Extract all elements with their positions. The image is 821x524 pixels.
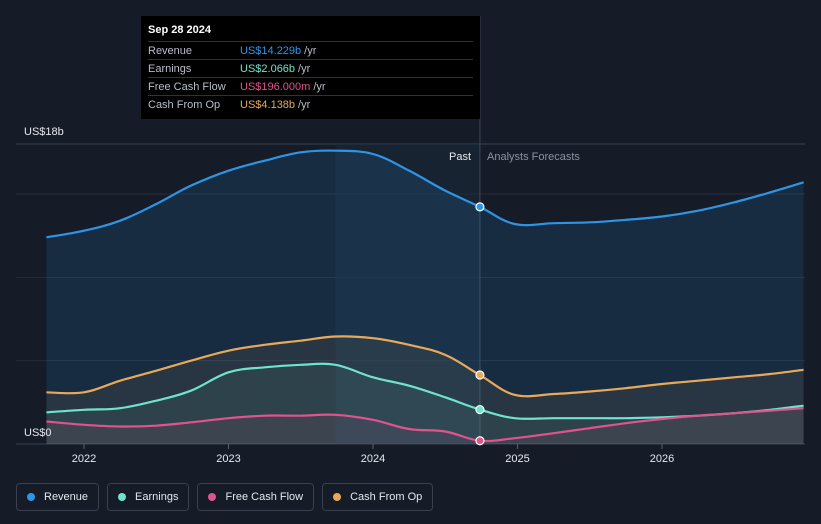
tooltip-value: US$4.138b xyxy=(240,98,296,111)
legend-item-revenue[interactable]: Revenue xyxy=(16,483,100,511)
legend-item-earnings[interactable]: Earnings xyxy=(107,483,190,511)
cash-from-op-marker xyxy=(475,370,485,380)
free-cash-flow-marker xyxy=(475,436,485,446)
legend-label: Revenue xyxy=(44,491,89,503)
revenue-line xyxy=(46,149,804,239)
tooltip-value: US$196.000m xyxy=(240,80,311,93)
tooltip-row-earnings: Earnings US$2.066b /yr xyxy=(148,59,473,77)
tooltip-row-cash-from-op: Cash From Op US$4.138b /yr xyxy=(148,95,473,113)
free-cash-flow-area xyxy=(46,408,804,444)
earnings-marker xyxy=(475,404,485,415)
tooltip-unit: /yr xyxy=(313,80,326,93)
revenue-marker xyxy=(475,202,485,212)
forecast-label: Analysts Forecasts xyxy=(487,151,580,163)
tooltip-unit: /yr xyxy=(298,62,311,75)
chart-legend: Revenue Earnings Free Cash Flow Cash Fro… xyxy=(16,483,434,511)
revenue-dot-icon xyxy=(27,493,35,501)
tooltip-label: Revenue xyxy=(148,44,193,57)
tooltip-label: Earnings xyxy=(148,62,192,75)
cash-from-op-line xyxy=(46,335,804,398)
series-lines xyxy=(46,149,804,443)
x-tick-label: 2025 xyxy=(505,453,529,465)
y-tick-label-min: US$0 xyxy=(24,427,52,439)
axes: US$18b US$0 Past Analysts Forecasts xyxy=(24,126,580,439)
tooltip-row-revenue: Revenue US$14.229b /yr xyxy=(148,41,473,59)
tooltip-unit: /yr xyxy=(304,44,317,57)
tooltip-date: Sep 28 2024 xyxy=(148,24,211,36)
chart-regions xyxy=(335,16,481,444)
tooltip-value: US$2.066b xyxy=(240,62,296,75)
x-tick-label: 2026 xyxy=(650,453,674,465)
legend-label: Cash From Op xyxy=(350,491,423,503)
earnings-dot-icon xyxy=(118,493,127,501)
tooltip-unit: /yr xyxy=(298,98,311,111)
free-cash-flow-line xyxy=(46,407,804,443)
tooltip-label: Cash From Op xyxy=(148,98,221,111)
free-cash-flow-dot-icon xyxy=(208,493,217,501)
x-tick-label: 2024 xyxy=(361,453,385,465)
past-label: Past xyxy=(449,151,471,163)
legend-label: Free Cash Flow xyxy=(225,491,304,503)
legend-item-free-cash-flow[interactable]: Free Cash Flow xyxy=(197,483,315,511)
chart-canvas: US$18b US$0 Past Analysts Forecasts 2022… xyxy=(16,16,805,465)
hover-markers xyxy=(475,202,485,446)
x-tick-label: 2022 xyxy=(72,453,96,465)
legend-label: Earnings xyxy=(135,491,179,503)
x-tick-label: 2023 xyxy=(216,453,240,465)
x-axis-ticks: 2022 2023 2024 2025 2026 xyxy=(72,444,674,465)
legend-item-cash-from-op[interactable]: Cash From Op xyxy=(322,483,434,511)
tooltip-row-free-cash-flow: Free Cash Flow US$196.000m /yr xyxy=(148,77,473,95)
tooltip-label: Free Cash Flow xyxy=(148,80,226,93)
tooltip-value: US$14.229b xyxy=(240,44,302,57)
cash-from-op-dot-icon xyxy=(333,493,342,501)
y-tick-label-max: US$18b xyxy=(24,126,64,138)
hover-tooltip: Sep 28 2024 Revenue US$14.229b /yr Earni… xyxy=(141,16,480,119)
past-highlight-band xyxy=(335,144,480,444)
